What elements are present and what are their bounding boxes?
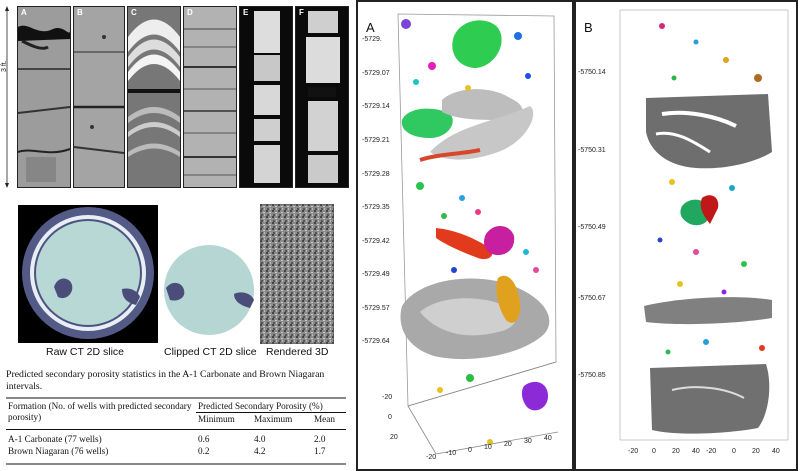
depth-tick: -5729.14 bbox=[362, 103, 390, 110]
col-header-max: Maximum bbox=[254, 414, 293, 424]
panel-a-x-tick: 10 bbox=[484, 444, 492, 451]
scale-arrow bbox=[5, 6, 9, 188]
panel-a-y-tick: -20 bbox=[382, 394, 393, 401]
strip-label: E bbox=[243, 8, 249, 17]
strip-label: D bbox=[187, 8, 193, 17]
depth-tick: -5729.42 bbox=[362, 238, 390, 245]
panel-b-x-tick: -20 bbox=[628, 448, 639, 455]
raw-ct-slice bbox=[18, 205, 158, 343]
table-rule-top bbox=[6, 397, 346, 399]
core-strip-b: B bbox=[73, 6, 125, 188]
stats-table-title: Predicted secondary porosity statistics … bbox=[6, 369, 325, 392]
depth-tick: -5729.21 bbox=[362, 137, 390, 144]
rendered-3d-core bbox=[259, 203, 335, 345]
core-strip-e: E bbox=[239, 6, 293, 188]
panel-b-3d-render: B -5750.14 -5750.31 -5750.49 -5750.67 -5… bbox=[574, 0, 798, 471]
depth-tick: -5729. bbox=[362, 36, 382, 43]
strip-label: B bbox=[77, 8, 83, 17]
table-rule-bottom bbox=[6, 463, 346, 465]
stats-table: Formation (No. of wells with predicted s… bbox=[6, 400, 346, 457]
panel-a-x-tick: -20 bbox=[426, 454, 437, 461]
depth-tick: -5729.07 bbox=[362, 70, 390, 77]
cell-max: 4.0 bbox=[254, 434, 266, 444]
depth-tick: -5729.49 bbox=[362, 271, 390, 278]
cell-min: 0.2 bbox=[198, 446, 210, 456]
core-strip-a: A bbox=[17, 6, 71, 188]
strip-label: F bbox=[299, 8, 304, 17]
cell-mean: 2.0 bbox=[314, 434, 326, 444]
col-header-group: Predicted Secondary Porosity (%) bbox=[196, 400, 346, 413]
depth-tick: -5750.67 bbox=[578, 295, 606, 302]
table-row: Brown Niagaran (76 wells) 0.2 4.2 1.7 bbox=[6, 445, 346, 457]
core-photo-strip-group: 3 ft. A B bbox=[0, 0, 350, 190]
cell-min: 0.6 bbox=[198, 434, 210, 444]
strip-label: C bbox=[131, 8, 137, 17]
core-strip-d: D bbox=[183, 6, 237, 188]
cell-mean: 1.7 bbox=[314, 446, 326, 456]
panel-a-3d-render: A -5729. -5729.07 -5729.14 -5729.21 -572… bbox=[356, 0, 574, 471]
panel-a-x-tick: 30 bbox=[524, 438, 532, 445]
strip-label: A bbox=[21, 8, 27, 17]
col-header-mean: Mean bbox=[314, 414, 335, 424]
panel-b-x-tick: 40 bbox=[692, 448, 700, 455]
cell-max: 4.2 bbox=[254, 446, 266, 456]
depth-tick: -5750.85 bbox=[578, 372, 606, 379]
core-strip-f: F bbox=[295, 6, 349, 188]
panel-b-x-tick: 40 bbox=[772, 448, 780, 455]
panel-b-x-tick: 0 bbox=[732, 448, 736, 455]
depth-tick: -5750.31 bbox=[578, 147, 606, 154]
panel-a-x-tick: -10 bbox=[446, 450, 457, 457]
panel-b-x-tick: 0 bbox=[652, 448, 656, 455]
panel-a-x-tick: 40 bbox=[544, 435, 552, 442]
col-header-min: Minimum bbox=[198, 414, 235, 424]
panel-a-x-tick: 20 bbox=[504, 441, 512, 448]
depth-tick: -5750.14 bbox=[578, 69, 606, 76]
panel-b-x-tick: 20 bbox=[672, 448, 680, 455]
panel-a-letter: A bbox=[366, 20, 375, 35]
depth-tick: -5750.49 bbox=[578, 224, 606, 231]
cell-formation: A-1 Carbonate (77 wells) bbox=[8, 434, 102, 444]
depth-tick: -5729.28 bbox=[362, 171, 390, 178]
panel-a-y-tick: 20 bbox=[390, 434, 398, 441]
panel-a-x-tick: 0 bbox=[468, 447, 472, 454]
raw-ct-caption: Raw CT 2D slice bbox=[46, 346, 124, 358]
table-row: A-1 Carbonate (77 wells) 0.6 4.0 2.0 bbox=[6, 430, 346, 446]
panel-b-x-tick: 20 bbox=[752, 448, 760, 455]
clipped-ct-slice bbox=[162, 244, 256, 336]
rendered-3d-caption: Rendered 3D bbox=[266, 346, 329, 358]
panel-b-x-tick: -20 bbox=[706, 448, 717, 455]
cell-formation: Brown Niagaran (76 wells) bbox=[8, 446, 109, 456]
core-strip-c: C bbox=[127, 6, 181, 188]
panel-b-letter: B bbox=[584, 20, 593, 35]
col-header-formation: Formation (No. of wells with predicted s… bbox=[8, 401, 192, 422]
depth-tick: -5729.64 bbox=[362, 338, 390, 345]
depth-tick: -5729.35 bbox=[362, 204, 390, 211]
panel-a-y-tick: 0 bbox=[388, 414, 392, 421]
clipped-ct-caption: Clipped CT 2D slice bbox=[164, 346, 257, 358]
depth-tick: -5729.57 bbox=[362, 305, 390, 312]
